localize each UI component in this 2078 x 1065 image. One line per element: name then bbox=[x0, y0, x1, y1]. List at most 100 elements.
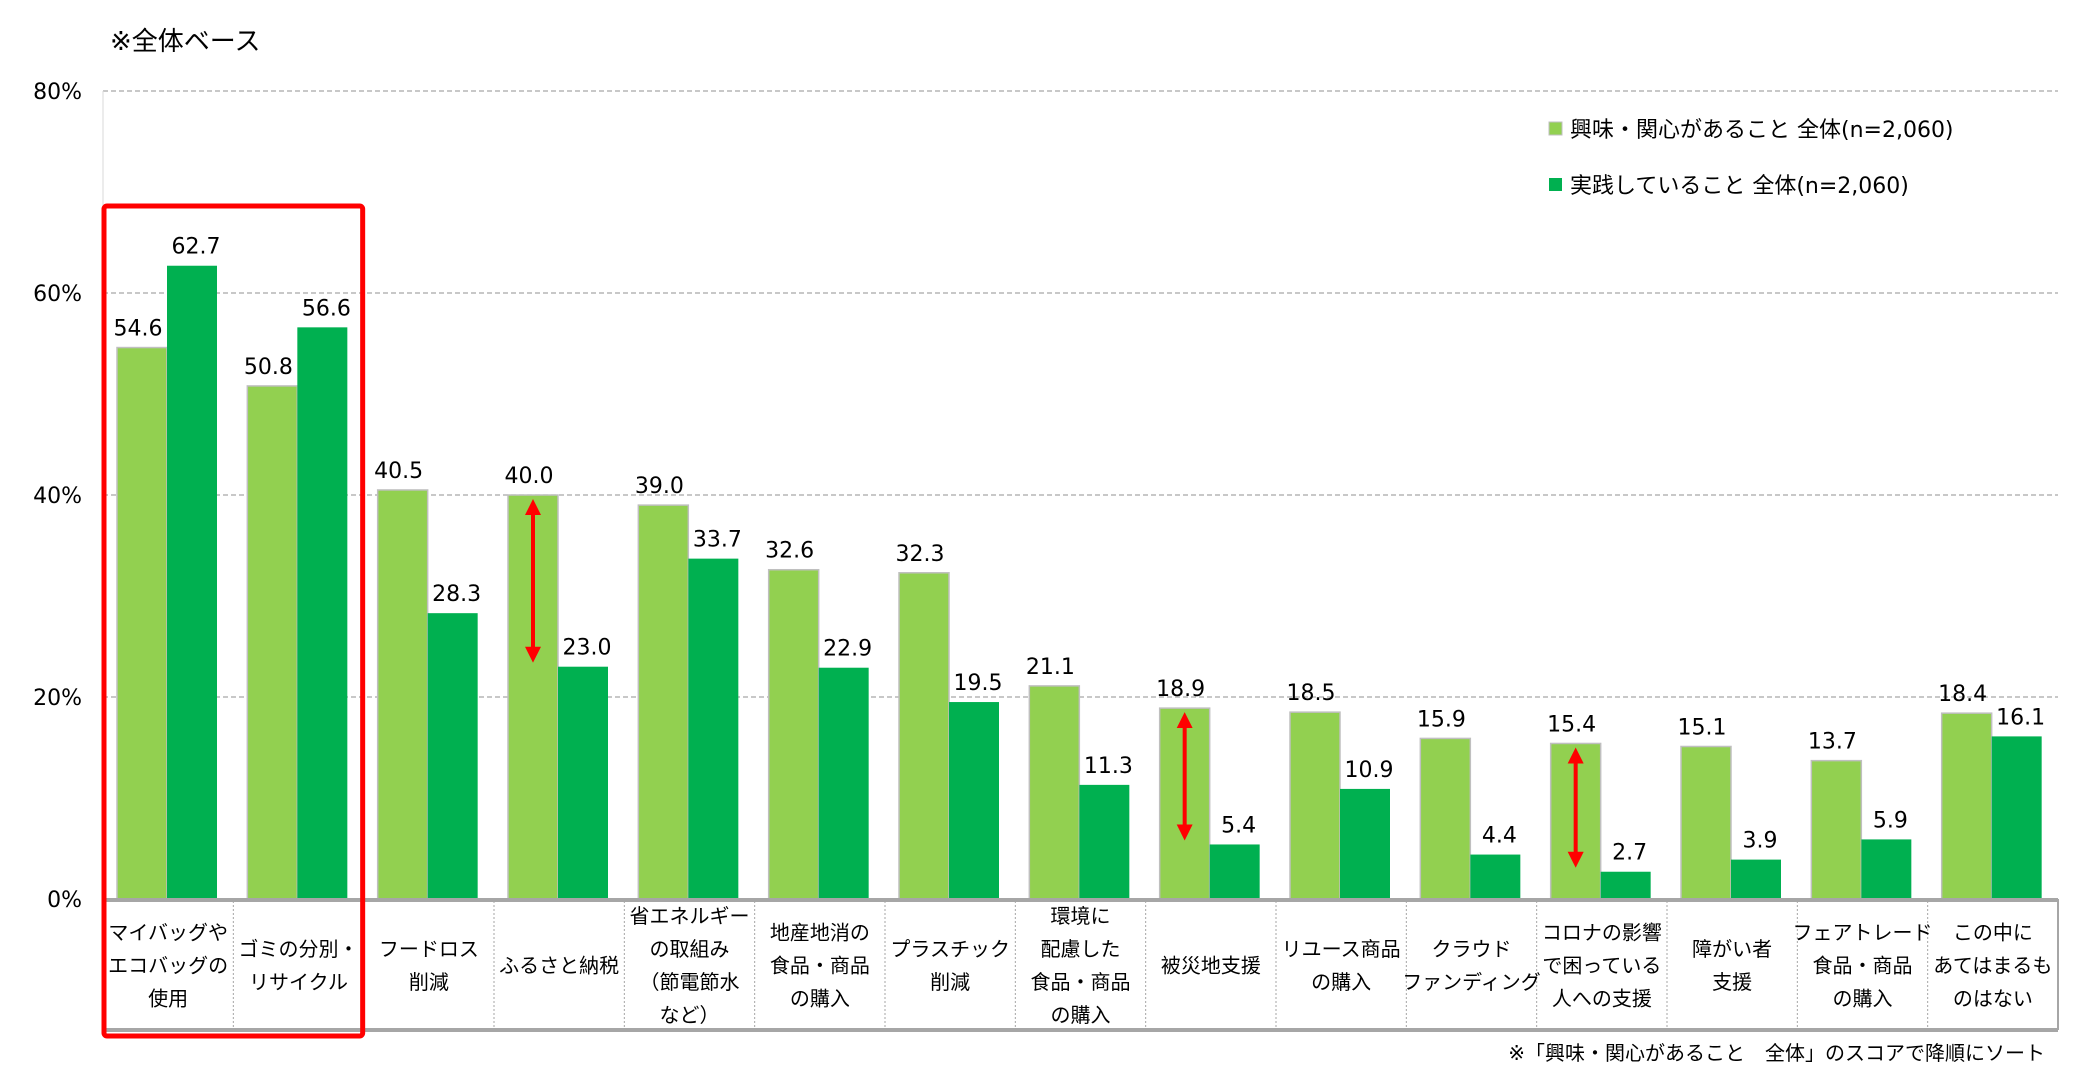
y-tick-label: 80% bbox=[33, 80, 82, 105]
bar-interest bbox=[637, 504, 690, 900]
category-label-line: マイバッグや bbox=[108, 921, 228, 945]
footnote: ※「興味・関心があること 全体」のスコアで降順にソート bbox=[1508, 1041, 2045, 1065]
category-label-line: の購入 bbox=[790, 987, 850, 1011]
category-label-line: エコバッグの bbox=[108, 954, 228, 978]
bar-practice bbox=[688, 558, 739, 899]
data-label: 32.6 bbox=[765, 539, 814, 564]
category-label-line: 障がい者 bbox=[1692, 937, 1772, 961]
data-label: 21.1 bbox=[1026, 655, 1075, 680]
data-label: 18.9 bbox=[1156, 677, 1205, 702]
y-tick-label: 0% bbox=[47, 888, 82, 913]
bar-practice bbox=[297, 327, 348, 900]
category-label-line: のはない bbox=[1953, 987, 2033, 1011]
data-label: 28.3 bbox=[432, 582, 481, 607]
category-label-line: の購入 bbox=[1051, 1003, 1111, 1027]
bar-practice bbox=[1861, 839, 1912, 899]
category-label: ゴミの分別・リサイクル bbox=[239, 937, 359, 994]
data-label: 50.8 bbox=[244, 355, 293, 380]
category-label-line: 省エネルギー bbox=[630, 904, 750, 928]
category-label-line: 被災地支援 bbox=[1161, 954, 1261, 978]
category-label-line: の取組み bbox=[650, 937, 730, 961]
highlight-box bbox=[101, 203, 366, 1039]
bar-interest bbox=[1680, 745, 1732, 900]
category-label-line: 地産地消の bbox=[770, 921, 870, 945]
bar-practice bbox=[1079, 784, 1130, 899]
data-label: 16.1 bbox=[1996, 705, 2045, 730]
data-label: 11.3 bbox=[1084, 754, 1133, 779]
category-label-line: この中に bbox=[1953, 921, 2033, 945]
bar-practice bbox=[558, 666, 608, 899]
data-label: 15.1 bbox=[1678, 715, 1727, 740]
category-label: 被災地支援 bbox=[1161, 954, 1261, 978]
bar-practice bbox=[1991, 736, 2042, 899]
bar-interest bbox=[1810, 759, 1863, 900]
legend-label: 興味・関心があること 全体(n=2,060) bbox=[1570, 118, 1954, 143]
y-tick-label: 40% bbox=[33, 484, 82, 509]
data-label: 15.9 bbox=[1417, 707, 1466, 732]
bar-interest bbox=[1940, 712, 1993, 900]
bar-interest bbox=[1419, 737, 1472, 900]
data-label: 4.4 bbox=[1482, 824, 1517, 849]
data-label: 19.5 bbox=[954, 671, 1003, 696]
category-label: ふるさと納税 bbox=[499, 954, 619, 978]
bar-practice bbox=[1340, 788, 1390, 899]
data-label: 18.5 bbox=[1287, 681, 1336, 706]
legend-swatch bbox=[1549, 178, 1562, 191]
data-label: 23.0 bbox=[563, 636, 612, 661]
category-label-line: ファンディング bbox=[1402, 970, 1541, 994]
category-label-line: リサイクル bbox=[249, 970, 348, 994]
data-label: 13.7 bbox=[1808, 730, 1857, 755]
category-label-line: （節電節水 bbox=[640, 970, 740, 994]
chart-title: ※全体ベース bbox=[110, 27, 261, 57]
bar-interest bbox=[1028, 685, 1081, 900]
bar-interest bbox=[376, 489, 429, 900]
bar-practice bbox=[427, 613, 478, 899]
category-label-line: 削減 bbox=[930, 970, 970, 994]
category-label-line: 削減 bbox=[409, 970, 449, 994]
data-label: 5.4 bbox=[1221, 813, 1256, 838]
category-label-line: 人への支援 bbox=[1552, 987, 1652, 1011]
category-label-line: 配慮した bbox=[1041, 937, 1121, 961]
data-label: 40.0 bbox=[505, 464, 554, 489]
data-label: 39.0 bbox=[635, 474, 684, 499]
category-label: プラスチック削減 bbox=[890, 937, 1010, 994]
category-label: 地産地消の食品・商品の購入 bbox=[770, 921, 870, 1011]
category-label: クラウドファンディング bbox=[1402, 937, 1541, 994]
category-label: 障がい者支援 bbox=[1692, 937, 1772, 994]
data-label: 15.4 bbox=[1547, 712, 1596, 737]
bar-interest bbox=[116, 346, 168, 900]
legend-swatch bbox=[1548, 121, 1563, 136]
data-label: 10.9 bbox=[1345, 758, 1394, 783]
category-label-line: 食品・商品 bbox=[770, 954, 870, 978]
category-label: この中にあてはまるものはない bbox=[1933, 921, 2052, 1011]
y-tick-label: 60% bbox=[33, 282, 82, 307]
data-label: 54.6 bbox=[114, 317, 163, 342]
category-label-line: ふるさと納税 bbox=[499, 954, 619, 978]
category-label: フェアトレード食品・商品の購入 bbox=[1793, 921, 1933, 1011]
legend-label: 実践していること 全体(n=2,060) bbox=[1570, 174, 1909, 199]
bar-interest bbox=[898, 572, 950, 900]
category-label: フードロス削減 bbox=[379, 937, 479, 994]
bar-interest bbox=[1289, 711, 1341, 900]
bar-practice bbox=[1731, 859, 1781, 899]
bar-practice bbox=[1209, 844, 1260, 899]
data-label: 3.9 bbox=[1743, 829, 1778, 854]
category-label-line: クラウド bbox=[1432, 937, 1512, 961]
bar-interest bbox=[767, 568, 820, 900]
bar-practice bbox=[1470, 854, 1521, 899]
data-label: 5.9 bbox=[1873, 808, 1908, 833]
bar-practice bbox=[818, 667, 869, 899]
category-label: 環境に配慮した食品・商品の購入 bbox=[1031, 904, 1131, 1027]
category-label-line: の購入 bbox=[1833, 987, 1893, 1011]
category-label-line: フェアトレード bbox=[1793, 921, 1933, 945]
data-label: 62.7 bbox=[172, 235, 221, 260]
data-label: 18.4 bbox=[1938, 682, 1987, 707]
category-label-line: あてはまるも bbox=[1933, 954, 2052, 978]
data-label: 2.7 bbox=[1612, 841, 1647, 866]
category-label-line: 使用 bbox=[148, 987, 188, 1011]
category-label-line: 支援 bbox=[1712, 970, 1752, 994]
data-label: 33.7 bbox=[693, 528, 742, 553]
category-label-line: など） bbox=[660, 1003, 720, 1027]
bar-practice bbox=[949, 702, 999, 899]
